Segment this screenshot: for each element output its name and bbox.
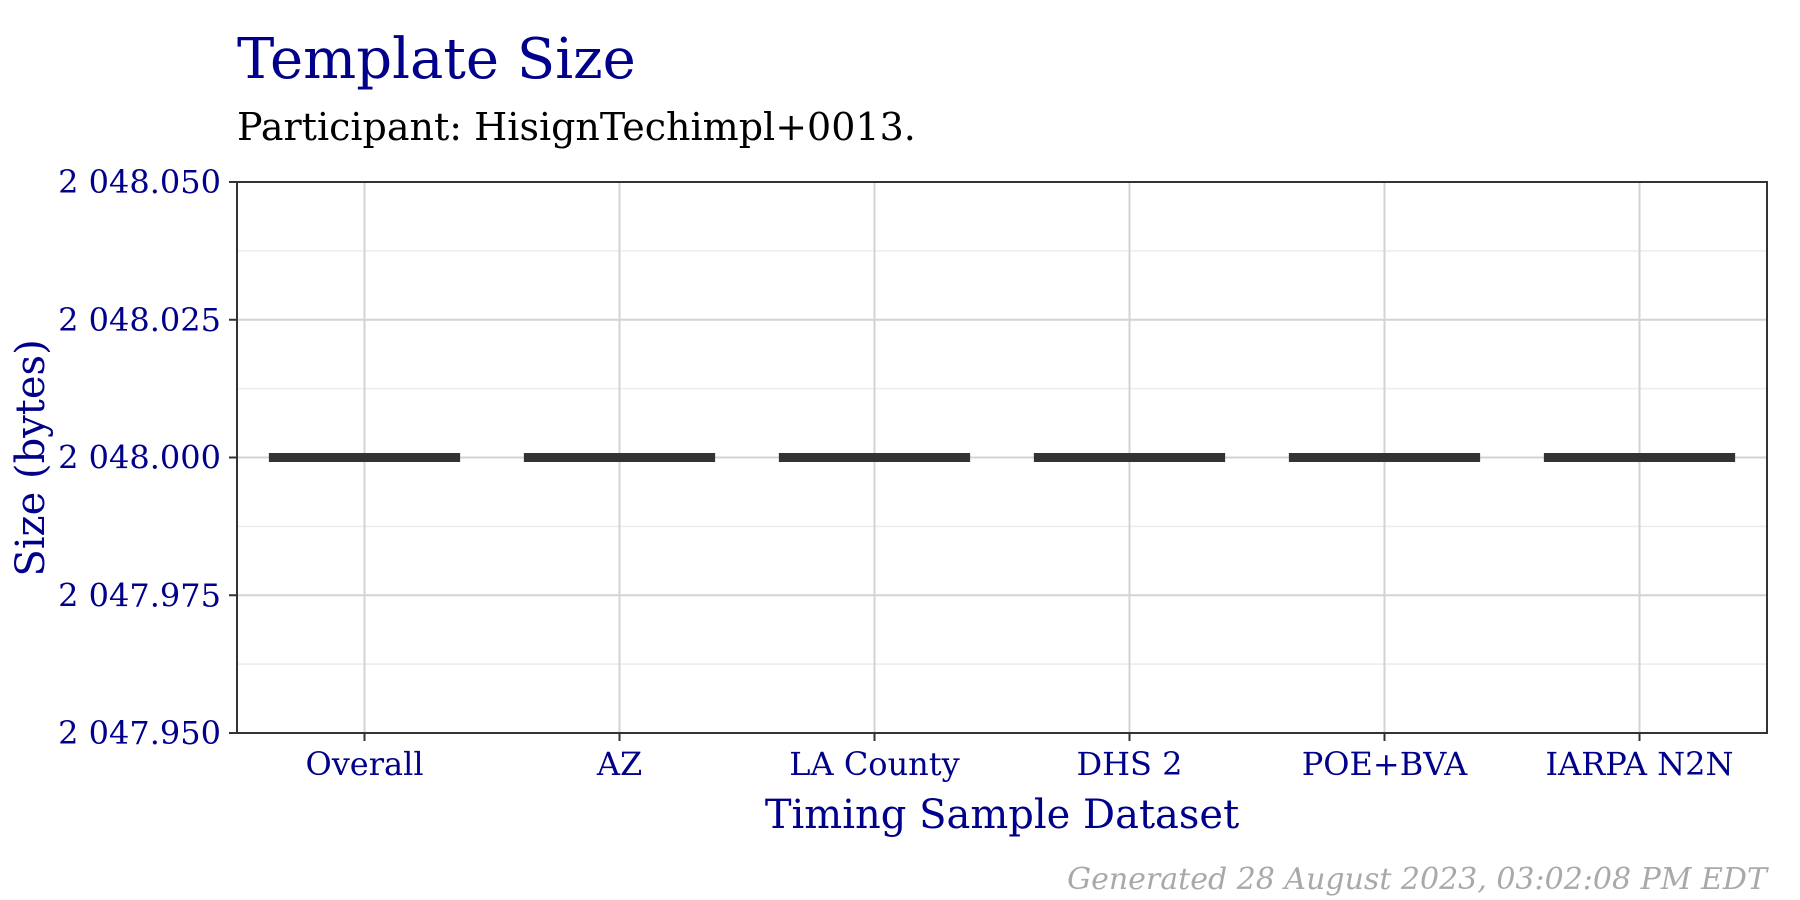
chart-subtitle: Participant: HisignTechimpl+0013. bbox=[237, 105, 916, 149]
chart-title: Template Size bbox=[237, 27, 636, 92]
y-tick-label: 2 048.050 bbox=[58, 163, 221, 201]
x-tick-label: DHS 2 bbox=[1076, 745, 1182, 783]
y-axis-title: Size (bytes) bbox=[8, 339, 54, 576]
x-axis-title: Timing Sample Dataset bbox=[765, 792, 1239, 838]
y-tick-label: 2 048.025 bbox=[58, 301, 221, 339]
x-tick-label: LA County bbox=[789, 745, 959, 783]
x-tick-label: POE+BVA bbox=[1302, 745, 1468, 783]
x-tick-label: IARPA N2N bbox=[1545, 745, 1733, 783]
y-tick-label: 2 047.950 bbox=[58, 714, 221, 752]
y-tick-label: 2 047.975 bbox=[58, 576, 221, 614]
x-tick-label: AZ bbox=[596, 745, 642, 783]
plot-area: 2 047.950 2 047.975 2 048.000 2 048.025 2 04… bbox=[58, 163, 1768, 783]
x-tick-label: Overall bbox=[305, 745, 423, 783]
generated-caption: Generated 28 August 2023, 03:02:08 PM ED… bbox=[1067, 862, 1769, 897]
y-tick-label: 2 048.000 bbox=[58, 439, 221, 477]
